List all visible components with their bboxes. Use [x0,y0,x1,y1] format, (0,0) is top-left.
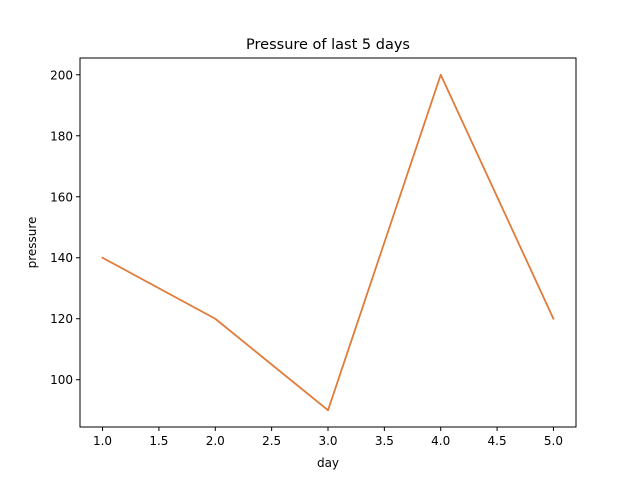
plot-area [79,57,577,428]
series-line [101,73,555,412]
x-axis: 1.0 1.5 2.0 2.5 3.0 3.5 4.0 4.5 5.0 [93,427,563,448]
x-tick-label: 4.5 [488,434,507,448]
x-tick-label: 1.5 [149,434,168,448]
x-tick-label: 2.5 [262,434,281,448]
x-axis-label: day [317,456,339,470]
data-point [552,317,555,320]
plot-frame [79,57,577,428]
chart-title: Pressure of last 5 days [246,37,410,53]
y-tick-label: 160 [50,190,73,204]
x-tick-label: 4.0 [431,434,450,448]
x-tick-label: 3.0 [318,434,337,448]
x-tick-label: 1.0 [93,434,112,448]
x-tick-label: 5.0 [544,434,563,448]
data-point [439,73,442,76]
y-axis: 100 120 140 160 180 200 [50,68,80,387]
y-tick-label: 100 [50,373,73,387]
y-tick-label: 180 [50,129,73,143]
data-point [101,256,104,259]
x-tick-label: 2.0 [206,434,225,448]
x-tick-label: 3.5 [375,434,394,448]
data-point [327,409,329,412]
data-point [214,317,217,320]
y-tick-label: 120 [50,312,73,326]
y-tick-label: 200 [50,68,73,82]
series-layer [101,73,555,412]
y-axis-label: pressure [25,217,39,269]
y-tick-label: 140 [50,251,73,265]
